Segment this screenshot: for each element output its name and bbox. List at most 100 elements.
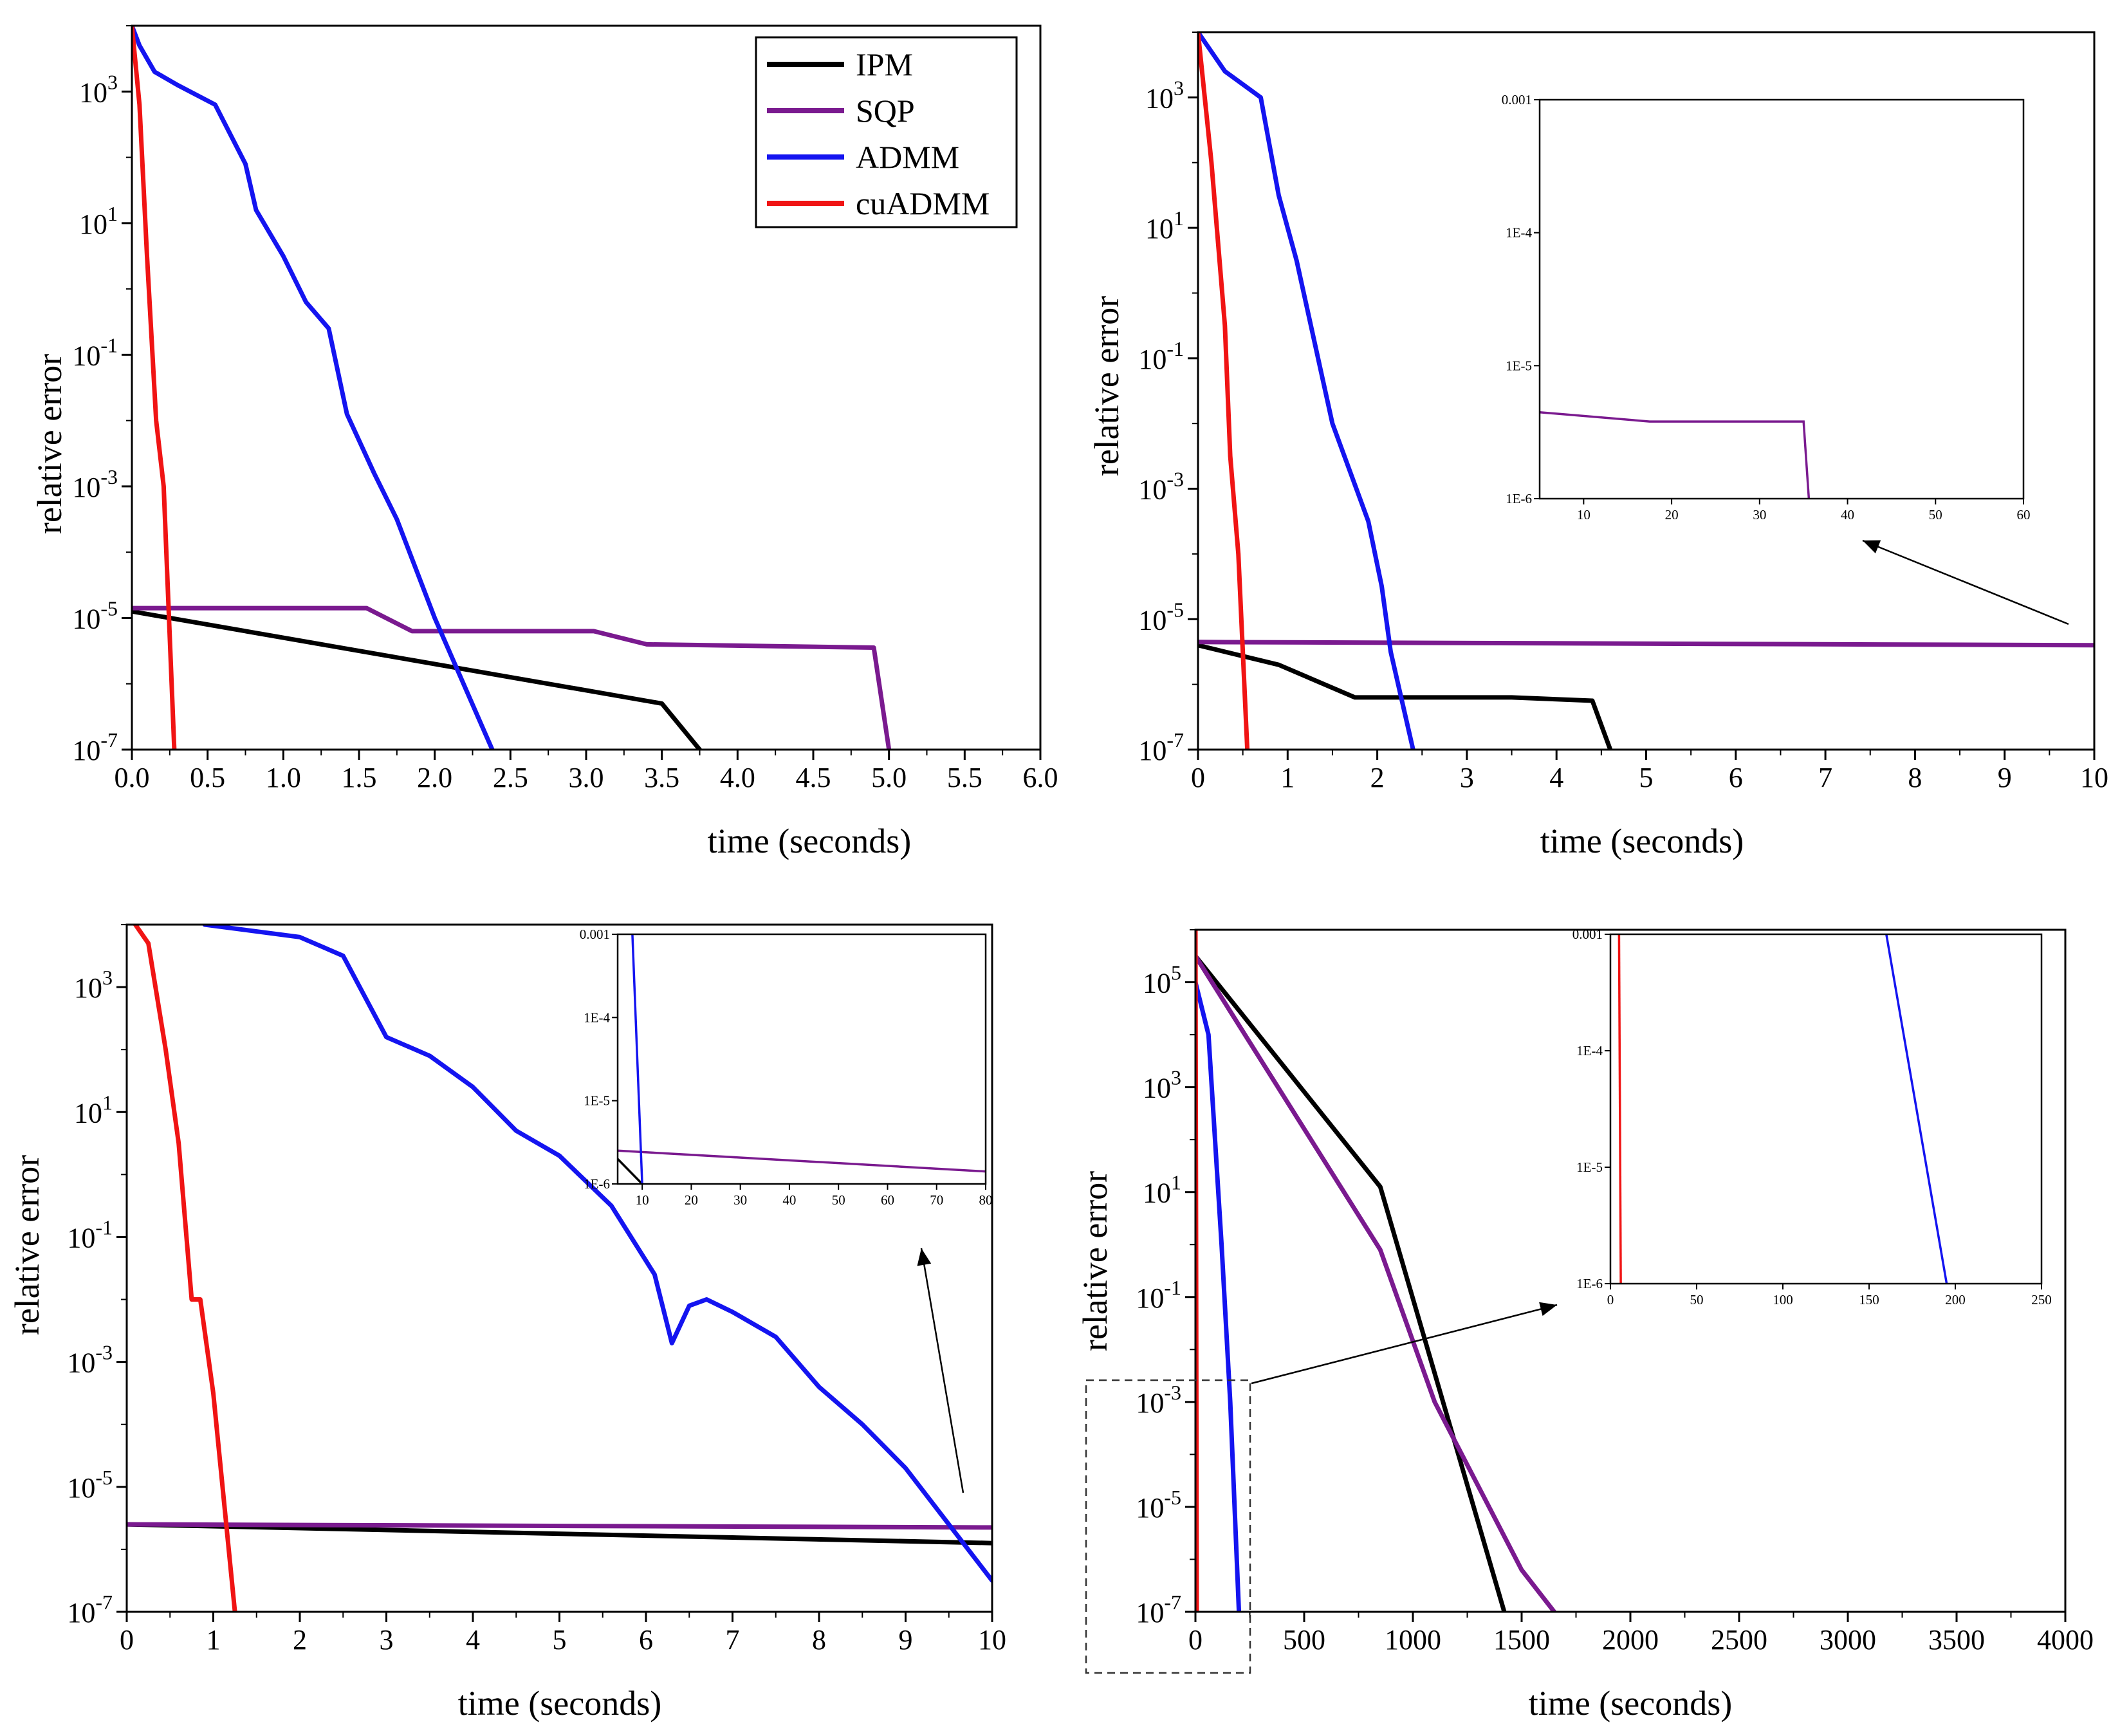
inset-frame [616, 933, 987, 1185]
inset-series-line-admm [1885, 934, 1948, 1284]
y-tick-label: 10-3 [1136, 1381, 1181, 1419]
zoom-arrow-head [1539, 1302, 1557, 1316]
x-tick-label: 5 [553, 1624, 567, 1656]
inset-x-tick-label: 40 [782, 1192, 796, 1208]
series-line-cuadmm [133, 925, 237, 1612]
x-tick-label: 6.0 [1023, 762, 1058, 793]
x-tick-label: 4 [1549, 762, 1563, 793]
inset-x-tick-label: 70 [930, 1192, 943, 1208]
inset-y-tick-label: 1E-6 [1506, 491, 1532, 506]
y-tick-label: 10-7 [72, 728, 118, 766]
x-axis-title: time (seconds) [708, 822, 911, 860]
series-group [1195, 930, 1557, 1612]
y-tick-label: 10-3 [67, 1341, 113, 1379]
y-tick-label: 101 [74, 1091, 113, 1129]
inset-plot: 0 50 100 150 200 250 1E-6 1E-5 1E-4 0.001 [1572, 927, 2052, 1307]
inset-x-tick-label: 60 [2017, 507, 2031, 522]
inset-x-tick-label: 50 [832, 1192, 845, 1208]
zoom-arrow-head [917, 1248, 932, 1266]
x-tick-label: 2000 [1602, 1624, 1659, 1656]
y-tick-label: 101 [1145, 207, 1184, 245]
x-tick-label: 500 [1283, 1624, 1325, 1656]
zoom-arrow [1862, 539, 2069, 625]
series-group [1198, 32, 2094, 750]
series-line-cuadmm [132, 26, 177, 750]
x-tick-label: 1.5 [342, 762, 377, 793]
inset-x-tick-label: 10 [1577, 507, 1590, 522]
y-tick-label: 10-5 [1138, 598, 1184, 636]
inset-series-line-admm [631, 934, 643, 1184]
series-group [132, 26, 892, 750]
y-tick-label: 103 [1145, 76, 1184, 114]
y-tick-label: 101 [79, 202, 118, 240]
y-tick-label: 10-1 [1136, 1276, 1181, 1314]
inset-x-tick-label: 250 [2031, 1292, 2052, 1307]
y-axis-title: relative error [1076, 1171, 1114, 1351]
series-line-ipm [1198, 643, 1613, 750]
zoom-arrow-head [1863, 540, 1881, 553]
legend-label-ipm: IPM [856, 46, 913, 82]
inset-frame [1538, 98, 2025, 500]
inset-background [1610, 934, 2042, 1284]
y-tick-label: 103 [1143, 1066, 1181, 1104]
inset-y-tick-label: 0.001 [1502, 92, 1532, 107]
x-tick-label: 2 [1370, 762, 1385, 793]
y-tick-label: 10-3 [72, 465, 118, 503]
x-tick-label: 1000 [1385, 1624, 1441, 1656]
series-line-ipm [1195, 954, 1507, 1612]
x-tick-label: 10 [2080, 762, 2108, 793]
x-tick-label: 3 [1460, 762, 1474, 793]
x-tick-label: 0 [1191, 762, 1205, 793]
series-line-sqp [127, 1522, 992, 1530]
inset-series-line-sqp [1540, 411, 1811, 499]
chart-panel-bottom-left: 0 1 2 3 4 5 6 7 8 9 10 10-7 10-5 10-3 10-1 101 103 time (… [8, 923, 1006, 1722]
inset-y-tick-label: 1E-5 [1506, 358, 1532, 373]
x-tick-label: 1500 [1493, 1624, 1550, 1656]
y-tick-label: 105 [1143, 961, 1181, 999]
y-tick-label: 103 [79, 70, 118, 108]
x-tick-label: 2.5 [493, 762, 528, 793]
x-tick-label: 5.5 [947, 762, 982, 793]
y-axis-title: relative error [8, 1155, 46, 1335]
x-tick-label: 5.0 [871, 762, 907, 793]
series-line-admm [132, 26, 495, 750]
x-tick-label: 8 [812, 1624, 826, 1656]
inset-x-tick-label: 10 [636, 1192, 649, 1208]
x-tick-label: 3500 [1928, 1624, 1985, 1656]
chart-panel-bottom-right: 0 500 1000 1500 2000 2500 3000 3500 400010-710-5… [1076, 927, 2094, 1722]
inset-x-tick-label: 40 [1841, 507, 1854, 522]
y-tick-label: 10-5 [72, 596, 118, 634]
x-tick-label: 7 [1818, 762, 1832, 793]
y-tick-label: 10-5 [67, 1466, 113, 1504]
series-line-ipm [132, 609, 702, 750]
y-tick-label: 103 [74, 966, 113, 1004]
series-line-ipm [127, 1522, 992, 1546]
x-tick-label: 2 [293, 1624, 307, 1656]
inset-series-group [1618, 934, 1948, 1284]
inset-x-tick-label: 0 [1607, 1292, 1614, 1307]
inset-background [1540, 100, 2023, 499]
inset-y-tick-label: 1E-5 [584, 1093, 610, 1109]
y-tick-label: 10-5 [1136, 1486, 1181, 1524]
inset-x-tick-label: 60 [881, 1192, 894, 1208]
x-tick-label: 2.0 [417, 762, 452, 793]
inset-series-line-sqp [618, 1149, 986, 1173]
inset-x-tick-label: 30 [1753, 507, 1766, 522]
x-tick-label: 3.5 [644, 762, 679, 793]
series-line-admm [1195, 980, 1242, 1612]
y-tick-label: 10-7 [1136, 1591, 1181, 1629]
y-tick-label: 10-1 [72, 333, 118, 371]
legend-label-cuadmm: cuADMM [856, 185, 990, 221]
y-tick-label: 10-3 [1138, 468, 1184, 506]
x-tick-label: 6 [639, 1624, 653, 1656]
x-tick-label: 4 [466, 1624, 480, 1656]
inset-series-group [1540, 411, 1811, 499]
y-axis-title: relative error [30, 354, 69, 534]
x-axis-title: time (seconds) [1540, 822, 1744, 860]
series-line-admm [1198, 32, 1415, 750]
x-tick-label: 1.0 [266, 762, 301, 793]
series-line-sqp [1195, 954, 1557, 1612]
x-tick-label: 7 [726, 1624, 740, 1656]
x-tick-label: 3.0 [569, 762, 604, 793]
